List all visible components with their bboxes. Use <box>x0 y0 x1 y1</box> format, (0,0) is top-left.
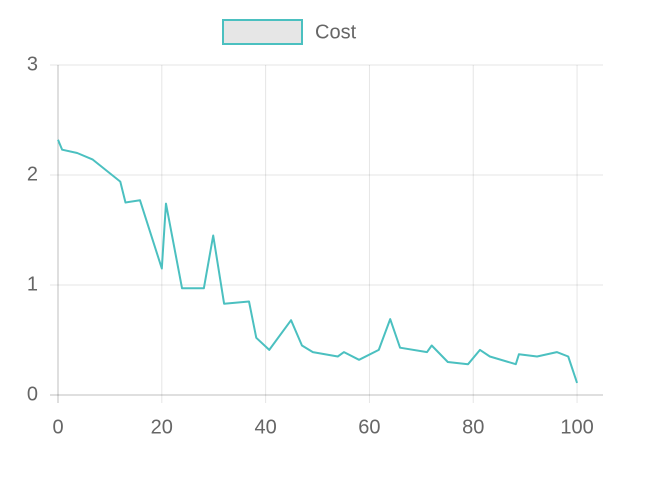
y-tick-label: 0 <box>27 383 38 405</box>
legend-label: Cost <box>315 21 357 43</box>
y-tick-label: 3 <box>27 53 38 75</box>
y-tick-label: 1 <box>27 273 38 295</box>
legend-swatch <box>222 19 303 45</box>
x-tick-label: 20 <box>151 416 173 438</box>
x-tick-label: 0 <box>52 416 63 438</box>
data-line <box>57 139 578 384</box>
x-tick-label: 60 <box>358 416 380 438</box>
y-tick-label: 2 <box>27 163 38 185</box>
x-tick-label: 100 <box>560 416 593 438</box>
x-tick-label: 40 <box>254 416 276 438</box>
x-tick-label: 80 <box>462 416 484 438</box>
